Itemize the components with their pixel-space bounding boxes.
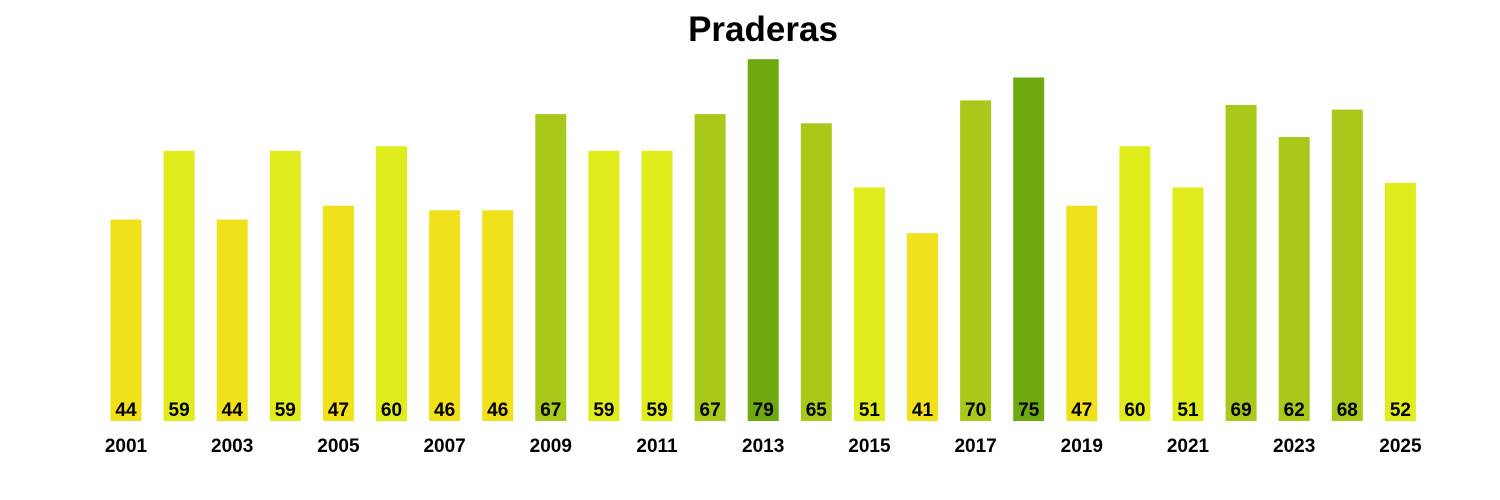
- x-tick-label-2015: 2015: [848, 436, 891, 457]
- bar-2016: [907, 233, 938, 421]
- bar-2004: [269, 150, 301, 422]
- value-label-2002: 59: [169, 400, 190, 421]
- bars-layer: [110, 59, 1416, 422]
- value-label-2008: 46: [487, 400, 508, 421]
- bar-2017: [960, 100, 992, 422]
- x-tick-label-2013: 2013: [742, 436, 784, 457]
- value-label-2023: 62: [1284, 400, 1305, 421]
- x-tick-label-2011: 2011: [636, 436, 678, 457]
- value-label-2012: 67: [700, 400, 721, 421]
- x-tick-labels-layer: 2001 2003 2005 2007 2009 2011 2013 2015 2017 2019…: [105, 436, 1422, 457]
- bar-2003: [216, 219, 248, 421]
- value-label-2013: 79: [753, 400, 774, 421]
- value-label-2020: 60: [1124, 400, 1145, 421]
- bar-2013: [747, 59, 779, 421]
- value-label-2006: 60: [381, 400, 402, 421]
- value-label-2014: 65: [806, 400, 828, 421]
- value-label-2007: 46: [434, 400, 455, 421]
- value-label-2003: 44: [222, 400, 244, 421]
- x-tick-label-2003: 2003: [211, 436, 253, 457]
- x-tick-label-2023: 2023: [1273, 436, 1315, 457]
- value-label-2022: 69: [1231, 400, 1252, 421]
- bar-2024: [1331, 109, 1363, 421]
- x-tick-label-2019: 2019: [1061, 436, 1103, 457]
- x-tick-label-2009: 2009: [530, 436, 572, 457]
- bar-2023: [1278, 137, 1310, 421]
- value-label-2021: 51: [1177, 400, 1199, 421]
- value-label-2025: 52: [1390, 400, 1411, 421]
- bar-2002: [163, 150, 195, 422]
- value-label-2015: 51: [859, 400, 881, 421]
- bar-2007: [429, 210, 461, 421]
- value-label-2005: 47: [328, 400, 349, 421]
- bar-2012: [694, 114, 726, 421]
- value-label-2004: 59: [275, 400, 296, 421]
- bar-2001: [110, 219, 142, 421]
- bar-2010: [588, 150, 620, 422]
- bar-2005: [322, 205, 354, 421]
- value-label-2017: 70: [965, 400, 986, 421]
- value-label-2016: 41: [912, 400, 934, 421]
- bar-2021: [1172, 187, 1204, 421]
- bar-2015: [853, 187, 885, 421]
- bar-2019: [1066, 205, 1098, 421]
- value-labels-layer: 44 59 44 59 47 60 46 46 67 59 59 67 79 65 51 41 70 75 47 60…: [115, 400, 1411, 421]
- bar-2022: [1225, 105, 1257, 421]
- x-tick-label-2001: 2001: [105, 436, 148, 457]
- value-label-2010: 59: [593, 400, 614, 421]
- x-tick-label-2025: 2025: [1379, 436, 1422, 457]
- bar-2006: [376, 146, 407, 421]
- value-label-2024: 68: [1337, 400, 1358, 421]
- value-label-2019: 47: [1071, 400, 1092, 421]
- bar-2008: [482, 210, 514, 421]
- bar-2018: [1013, 77, 1045, 421]
- value-label-2018: 75: [1018, 400, 1040, 421]
- x-tick-label-2007: 2007: [423, 436, 465, 457]
- x-tick-label-2021: 2021: [1167, 436, 1210, 457]
- bar-2020: [1119, 146, 1151, 421]
- bar-2009: [535, 114, 567, 421]
- x-tick-label-2017: 2017: [954, 436, 996, 457]
- bar-2014: [800, 123, 832, 422]
- chart-title: Praderas: [688, 10, 838, 49]
- value-label-2001: 44: [115, 400, 137, 421]
- x-tick-label-2005: 2005: [317, 436, 360, 457]
- value-label-2009: 67: [540, 400, 561, 421]
- bar-2011: [641, 150, 673, 422]
- value-label-2011: 59: [646, 400, 667, 421]
- bar-2025: [1384, 182, 1416, 421]
